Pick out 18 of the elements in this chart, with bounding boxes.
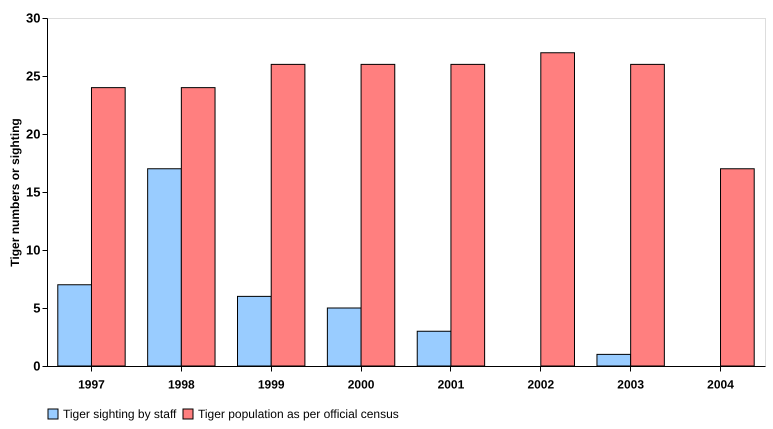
legend-label: Tiger sighting by staff (63, 407, 178, 421)
y-tick-label: 15 (26, 184, 40, 200)
y-tick-label: 30 (26, 10, 40, 26)
y-tick-label: 25 (26, 68, 40, 84)
y-tick-label: 10 (26, 242, 40, 258)
x-tick-label: 2004 (707, 378, 734, 392)
x-tick-label: 2002 (527, 378, 554, 392)
x-tick-label: 1999 (258, 378, 285, 392)
x-tick-label: 1998 (168, 378, 196, 392)
y-tick-label: 5 (33, 300, 40, 316)
x-tick-label: 2003 (617, 378, 644, 392)
x-tick-label: 1997 (78, 378, 106, 392)
y-tick-label: 20 (26, 126, 40, 142)
y-axis-title: Tiger numbers or sighting (8, 118, 22, 267)
legend-label: Tiger population as per official census (198, 407, 399, 421)
x-tick-label: 2000 (348, 378, 375, 392)
y-tick-label: 0 (33, 358, 40, 374)
x-tick-label: 2001 (438, 378, 465, 392)
